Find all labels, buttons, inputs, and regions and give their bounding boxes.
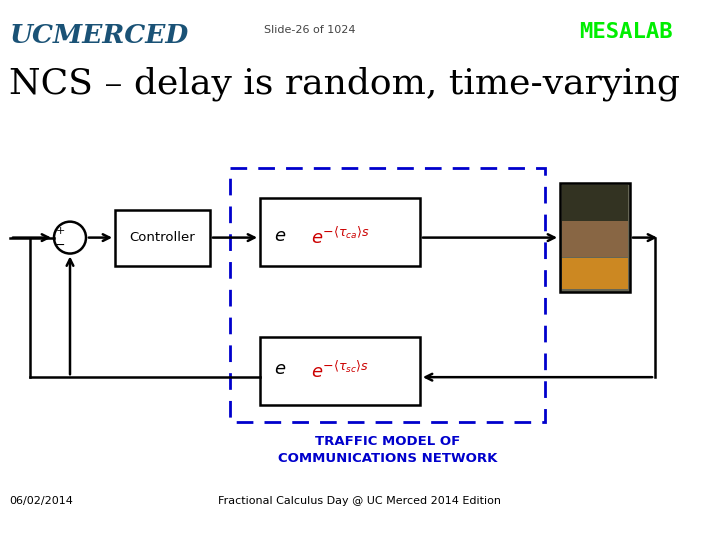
Text: $e^{-\langle\tau_{sc}\rangle s}$: $e^{-\langle\tau_{sc}\rangle s}$ (311, 361, 369, 382)
Text: $e$: $e$ (274, 227, 286, 245)
Text: UCMERCED: UCMERCED (9, 23, 189, 48)
Bar (230, 168, 545, 422)
Text: Controller: Controller (130, 231, 195, 244)
Text: −: − (55, 239, 66, 252)
Text: +: + (55, 226, 65, 235)
Text: $e$: $e$ (274, 360, 286, 378)
Bar (562, 258, 628, 289)
Bar (260, 338, 420, 405)
Text: MESALAB: MESALAB (580, 22, 673, 43)
Text: 06/02/2014: 06/02/2014 (9, 496, 73, 506)
Text: COMMUNICATIONS NETWORK: COMMUNICATIONS NETWORK (278, 453, 498, 465)
Bar (260, 198, 420, 266)
Bar (115, 210, 210, 266)
Text: TRAFFIC MODEL OF: TRAFFIC MODEL OF (315, 435, 460, 448)
Text: $e^{-\langle\tau_{ca}\rangle s}$: $e^{-\langle\tau_{ca}\rangle s}$ (310, 227, 369, 248)
Bar (562, 221, 628, 256)
Text: Slide-26 of 1024: Slide-26 of 1024 (264, 25, 356, 35)
Bar (560, 183, 630, 293)
Text: NCS – delay is random, time-varying: NCS – delay is random, time-varying (9, 66, 680, 101)
Bar (562, 185, 628, 221)
Text: Fractional Calculus Day @ UC Merced 2014 Edition: Fractional Calculus Day @ UC Merced 2014… (218, 496, 502, 506)
